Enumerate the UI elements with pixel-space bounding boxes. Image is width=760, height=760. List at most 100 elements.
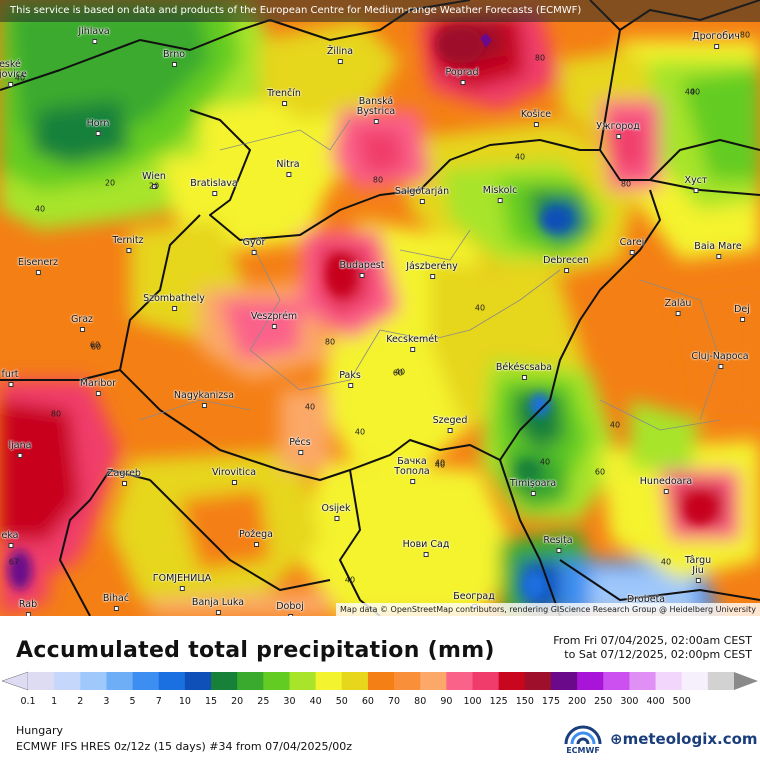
colorbar-swatch <box>446 672 474 690</box>
city-label: Baia Mare <box>694 241 742 259</box>
precipitation-field <box>0 0 760 616</box>
contour-label: 20 <box>148 181 160 191</box>
city-label: Zagreb <box>107 468 141 486</box>
city-label: Reșița <box>543 535 573 553</box>
colorbar-swatch <box>629 672 657 690</box>
city-label: Pécs <box>289 437 311 455</box>
city-label: Virovitica <box>211 467 257 485</box>
period-from: From Fri 07/04/2025, 02:00am CEST <box>553 634 752 647</box>
city-label: Nagykanizsa <box>173 390 235 408</box>
city-label: Jászberény <box>406 261 458 279</box>
colorbar-tick: 60 <box>361 696 374 707</box>
colorbar-ticks: 0.1 1 2 3 5 7 10 15 20 25 30 40 50 60 70 80 90 100 125 150 1… <box>0 696 760 710</box>
city-label: eské ějovice <box>0 60 27 87</box>
ecmwf-logo-icon <box>564 725 602 745</box>
colorbar-tick: 150 <box>515 696 534 707</box>
contour-label: 80 <box>620 179 632 189</box>
colorbar-swatch <box>106 672 134 690</box>
colorbar-swatch <box>80 672 107 690</box>
map-attribution[interactable]: Map data © OpenStreetMap contributors, r… <box>336 603 760 616</box>
city-label: Žilina <box>326 46 354 64</box>
city-label: Zalău <box>664 298 692 316</box>
contour-label: 40 <box>684 87 696 97</box>
contour-label: 40 <box>434 460 446 470</box>
city-label: furt <box>1 369 19 387</box>
colorbar-swatch <box>603 672 630 690</box>
contour-label: 40 <box>34 204 46 214</box>
ecmwf-logo-text: ECMWF <box>566 746 600 755</box>
colorbar-tick: 300 <box>620 696 639 707</box>
colorbar-tick: 400 <box>646 696 665 707</box>
colorbar-swatch <box>132 672 160 690</box>
precipitation-map[interactable]: This service is based on data and produc… <box>0 0 760 616</box>
city-label: Trenčín <box>267 88 301 106</box>
colorbar-swatch <box>289 672 317 690</box>
colorbar-swatch <box>524 672 552 690</box>
contour-label: 40 <box>14 73 26 83</box>
contour-label: 60 <box>89 340 101 350</box>
colorbar-tick: 500 <box>672 696 691 707</box>
contour-label: 67 <box>8 557 20 567</box>
city-label: Дрогобич <box>692 31 740 49</box>
colorbar-tick: 7 <box>155 696 162 707</box>
colorbar-tick: 50 <box>335 696 348 707</box>
legend-title: Accumulated total precipitation (mm) <box>16 638 495 663</box>
colorbar-tick: 0.1 <box>20 696 36 707</box>
colorbar-tick: 125 <box>489 696 508 707</box>
meteologix-logo[interactable]: ⊕meteologix.com <box>610 730 758 748</box>
contour-label: 40 <box>434 458 446 468</box>
contour-label: 40 <box>660 557 672 567</box>
city-label: Horn <box>86 118 110 136</box>
colorbar-swatch <box>237 672 264 690</box>
city-label: ljana <box>8 440 32 458</box>
city-label: Нови Сад <box>402 539 450 557</box>
colorbar-tick: 20 <box>231 696 244 707</box>
colorbar-swatch <box>54 672 81 690</box>
city-label: Banja Luka <box>191 597 245 615</box>
colorbar-tick: 175 <box>541 696 561 707</box>
contour-label: 80 <box>50 409 62 419</box>
city-label: Debrecen <box>543 255 589 273</box>
colorbar <box>1 671 758 691</box>
colorbar-swatch <box>315 672 343 690</box>
city-label: Jihlava <box>78 26 110 44</box>
colorbar-swatch <box>681 672 709 690</box>
colorbar-tick: 200 <box>568 696 587 707</box>
colorbar-swatch <box>211 672 238 690</box>
legend-panel: Accumulated total precipitation (mm) Fro… <box>0 616 760 760</box>
city-label: Salgótarján <box>394 186 450 204</box>
city-label: Хуст <box>684 175 708 193</box>
city-label: Miskolc <box>482 185 518 203</box>
city-label: Győr <box>242 237 266 255</box>
colorbar-swatch <box>707 672 735 690</box>
forecast-period: From Fri 07/04/2025, 02:00am CEST to Sat… <box>553 634 752 662</box>
contour-label: 20 <box>104 178 116 188</box>
city-label: Szeged <box>432 415 468 433</box>
colorbar-swatch <box>655 672 683 690</box>
city-label: Rab <box>18 599 38 616</box>
period-to: to Sat 07/12/2025, 02:00pm CEST <box>564 648 752 661</box>
contour-label: 60 <box>90 342 102 352</box>
contour-label: 40 <box>609 420 621 430</box>
city-label: Wien <box>142 171 166 189</box>
city-label: ГОМЈЕНИЦА <box>152 573 212 591</box>
contour-label: 40 <box>394 367 406 377</box>
city-label: Carei <box>619 237 645 255</box>
city-label: Banská Bystrica <box>356 96 396 124</box>
colorbar-max-arrow <box>734 672 758 690</box>
city-label: Ternitz <box>112 235 144 253</box>
city-label: Bratislava <box>190 178 238 196</box>
city-label: Veszprém <box>250 311 298 329</box>
city-label: Poprad <box>445 67 479 85</box>
contour-label: 60 <box>594 467 606 477</box>
colorbar-swatch <box>184 672 212 690</box>
ecmwf-logo[interactable]: ECMWF <box>560 722 606 756</box>
contour-label: 40 <box>344 575 356 585</box>
city-label: Maribor <box>79 378 117 396</box>
contour-label: 60 <box>392 368 404 378</box>
city-label: Bihać <box>102 593 130 611</box>
city-label: Požega <box>239 529 273 547</box>
city-label: Бачка Топола <box>394 456 430 484</box>
colorbar-swatch <box>472 672 500 690</box>
contour-label: 40 <box>304 402 316 412</box>
